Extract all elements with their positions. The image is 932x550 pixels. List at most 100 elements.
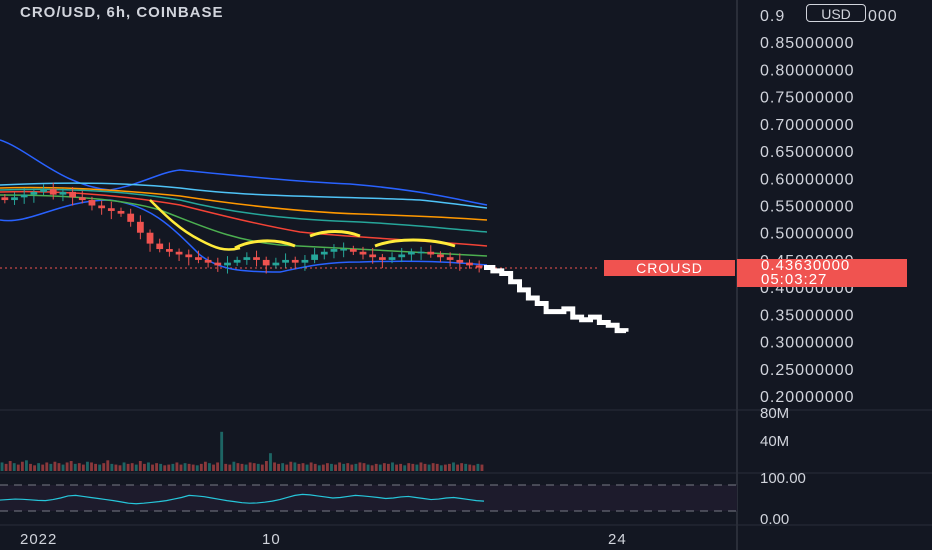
volume-bar: [224, 463, 228, 471]
candle-body: [78, 197, 86, 201]
volume-bar: [350, 464, 354, 471]
volume-bar: [472, 465, 476, 471]
price-axis-label: 0.50000000: [760, 226, 855, 243]
volume-bar: [285, 464, 289, 471]
last-price-value: 0.43630000: [761, 257, 851, 274]
volume-bar: [81, 464, 85, 471]
candle-body: [20, 194, 28, 198]
volume-bar: [45, 462, 49, 471]
volume-bar: [366, 464, 370, 471]
volume-bar: [309, 462, 313, 471]
candle-body: [330, 249, 338, 252]
volume-bar: [163, 465, 167, 471]
candle-body: [156, 243, 164, 250]
time-axis-label-24: 24: [608, 531, 627, 548]
volume-bar: [464, 463, 468, 471]
volume-bar: [77, 463, 81, 471]
price-axis-label: 0.55000000: [760, 199, 855, 216]
candle-body: [311, 254, 318, 260]
volume-bar: [191, 464, 195, 471]
price-axis-label: 0.35000000: [760, 307, 855, 324]
candle-body: [291, 259, 299, 263]
candle-body: [175, 251, 183, 255]
volume-bar: [73, 463, 77, 471]
candle-body: [282, 259, 289, 263]
candle-body: [301, 259, 309, 263]
candle-body: [359, 251, 367, 255]
volume-bar: [20, 461, 24, 471]
oscillator-line: [0, 493, 485, 505]
oscillator-axis-label-100: 100.00: [760, 470, 806, 487]
candle-body: [398, 254, 406, 258]
volume-bar: [277, 463, 281, 471]
price-axis-label: 0.70000000: [760, 117, 855, 134]
price-axis[interactable]: 0.9 0.85000000 0.80000000 0.75000000 0.70000…: [760, 8, 898, 406]
ema-blue: [0, 182, 488, 209]
volume-bar: [395, 464, 398, 471]
candle-body: [243, 257, 251, 260]
volume-bar: [49, 463, 53, 471]
volume-bar: [330, 463, 333, 471]
volume-bar: [33, 465, 36, 471]
highlight-arc-1: [234, 239, 296, 250]
ema-orange: [0, 186, 488, 221]
volume-bar: [126, 463, 130, 471]
bollinger-upper-band: [0, 139, 488, 206]
volume-bar: [244, 464, 248, 471]
volume-bar: [415, 464, 419, 471]
candle-body: [88, 200, 96, 206]
volume-bar: [289, 461, 293, 471]
volume-bar: [439, 465, 443, 471]
candle-body: [224, 262, 231, 266]
volume-bar: [122, 462, 126, 471]
candle-body: [262, 259, 270, 266]
symbol-title[interactable]: CRO/USD, 6h, COINBASE: [20, 4, 224, 21]
highlight-arc-2: [309, 230, 361, 238]
volume-bar: [0, 462, 4, 471]
candle-body: [320, 251, 328, 255]
candle-body: [117, 210, 125, 214]
volume-bar: [460, 463, 464, 471]
volume-bar: [37, 463, 41, 471]
volume-bar: [90, 462, 93, 471]
volume-bar: [86, 461, 89, 471]
candle-body: [204, 259, 212, 263]
volume-bar: [69, 461, 73, 471]
volume-bar: [452, 462, 455, 471]
candle-body: [40, 189, 47, 192]
candle-body: [11, 197, 18, 201]
volume-bar: [16, 464, 20, 471]
volume-bar: [305, 464, 309, 471]
candle-body: [59, 191, 67, 195]
volume-bar: [195, 465, 199, 471]
volume-bar: [260, 464, 264, 471]
volume-bar: [25, 460, 28, 471]
symbol-tag: CROUSD: [604, 260, 735, 276]
volume-bar: [273, 462, 276, 471]
volume-bar: [159, 463, 163, 471]
volume-bar: [8, 461, 12, 471]
candle-body: [127, 213, 135, 222]
ema-green: [0, 194, 488, 257]
currency-button[interactable]: USD: [806, 4, 866, 22]
volume-bar: [431, 463, 435, 471]
volume-bar: [386, 463, 390, 471]
candle-body: [408, 251, 415, 255]
volume-bar: [12, 463, 16, 471]
bollinger-lower-band: [0, 199, 488, 273]
candle-body: [417, 251, 425, 254]
volume-bar: [468, 464, 472, 471]
price-axis-label: 0.65000000: [760, 144, 855, 161]
candle-body: [146, 232, 154, 244]
time-axis-label-2022: 2022: [20, 531, 57, 548]
candle-body: [69, 191, 76, 198]
volume-bar: [57, 463, 61, 471]
volume-bar: [411, 463, 415, 471]
time-axis-label-10: 10: [262, 531, 281, 548]
candle-body: [253, 257, 260, 260]
volume-bar: [94, 463, 98, 471]
volume-bar: [102, 463, 106, 471]
volume-bar: [61, 464, 65, 471]
highlight-arc-3: [374, 238, 456, 248]
